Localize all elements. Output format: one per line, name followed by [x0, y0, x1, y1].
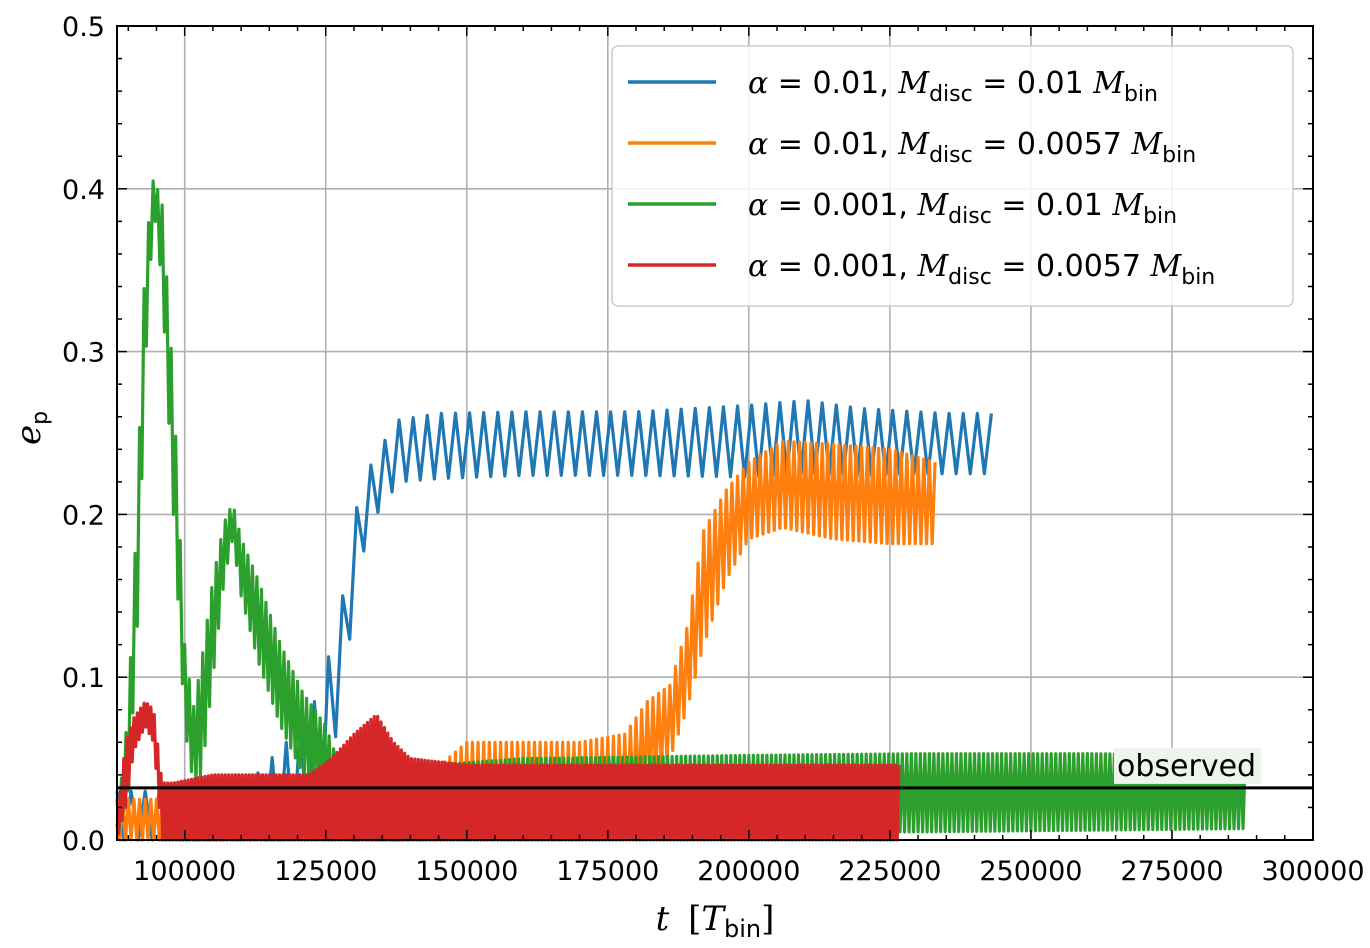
- x-tick-label: 200000: [697, 856, 800, 887]
- x-tick-label: 225000: [838, 856, 941, 887]
- x-tick-label: 275000: [1120, 856, 1223, 887]
- series-line-3: [115, 179, 1247, 842]
- x-tick-label: 100000: [133, 856, 236, 887]
- legend-entry-4: α = 0.001, Mdisc = 0.0057 Mbin: [748, 249, 1215, 290]
- x-tick-label: 150000: [415, 856, 518, 887]
- plot-frame: [116, 25, 1314, 841]
- legend-box: [611, 45, 1294, 307]
- x-tick-label: 300000: [1261, 856, 1364, 887]
- x-axis-var: t: [656, 899, 670, 939]
- legend-entry-2: α = 0.01, Mdisc = 0.0057 Mbin: [748, 127, 1196, 168]
- x-tick-label: 175000: [556, 856, 659, 887]
- x-axis-unit-sub: bin: [724, 915, 761, 943]
- x-tick-label: 250000: [979, 856, 1082, 887]
- observed-label: observed: [1117, 749, 1256, 784]
- axes: [116, 25, 1314, 841]
- tick-labels: 100000 125000 150000 175000 200000 225000 2500…: [62, 12, 1364, 887]
- y-tick-label: 0.1: [62, 663, 105, 694]
- legend-entry-3: α = 0.001, Mdisc = 0.01 Mbin: [748, 188, 1177, 229]
- observed-label-background: [1114, 747, 1261, 784]
- x-tick-label: 125000: [274, 856, 377, 887]
- x-axis-unit: T: [701, 899, 726, 939]
- y-tick-label: 0.0: [62, 826, 105, 857]
- y-axis-sub: p: [28, 411, 53, 425]
- y-tick-label: 0.2: [62, 500, 105, 531]
- x-axis-label: t [Tbin]: [656, 899, 775, 943]
- y-tick-label: 0.3: [62, 338, 105, 369]
- observed-reference: observed: [117, 747, 1313, 790]
- y-axis-label: ep: [9, 411, 53, 445]
- y-tick-label: 0.4: [62, 175, 105, 206]
- legend-entry-1: α = 0.01, Mdisc = 0.01 Mbin: [748, 66, 1158, 107]
- y-axis-var: e: [9, 425, 49, 445]
- legend: α = 0.01, Mdisc = 0.01 Mbin α = 0.01, Mdi…: [611, 45, 1294, 307]
- y-tick-label: 0.5: [62, 12, 105, 43]
